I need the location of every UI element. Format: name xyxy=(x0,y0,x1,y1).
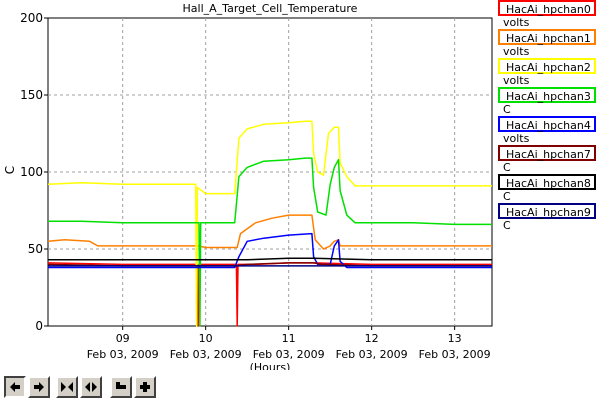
legend-series-name: HacAi_hpchan1 xyxy=(506,32,591,45)
series-line-HacAi_hpchan3 xyxy=(48,157,492,327)
scroll-right-button[interactable] xyxy=(28,376,50,398)
x-tick-hour-label: 13 xyxy=(448,332,462,345)
legend-swatch: HacAi_hpchan4 xyxy=(498,116,596,132)
plus-button[interactable] xyxy=(134,376,156,398)
legend-item[interactable]: HacAi_hpchan9 C xyxy=(498,203,600,232)
legend-series-unit: C xyxy=(503,103,511,116)
legend-item[interactable]: HacAi_hpchan3 C xyxy=(498,87,600,116)
scroll-left-button[interactable] xyxy=(4,376,26,398)
x-tick-date-label: Feb 03, 2009 xyxy=(336,348,408,361)
legend-series-name: HacAi_hpchan0 xyxy=(506,3,591,16)
legend-series-unit: volts xyxy=(503,16,530,29)
y-tick-label: 200 xyxy=(20,11,43,25)
y-tick-label: 100 xyxy=(20,165,43,179)
chart-svg: Hall_A_Target_Cell_Temperature C 0 50 100 1… xyxy=(3,2,493,370)
legend: HacAi_hpchan0 volts HacAi_hpchan1 volts HacA… xyxy=(498,0,600,232)
legend-series-unit: volts xyxy=(503,132,530,145)
legend-swatch: HacAi_hpchan1 xyxy=(498,29,596,45)
chart-area: Hall_A_Target_Cell_Temperature C 0 50 100 1… xyxy=(3,2,493,370)
legend-series-name: HacAi_hpchan2 xyxy=(506,61,591,74)
y-tick-label: 150 xyxy=(20,88,43,102)
arrow-right-icon xyxy=(34,382,44,392)
legend-item[interactable]: HacAi_hpchan7 C xyxy=(498,145,600,174)
x-tick-hour-label: 12 xyxy=(365,332,379,345)
legend-item[interactable]: HacAi_hpchan4 volts xyxy=(498,116,600,145)
x-tick-date-label: Feb 03, 2009 xyxy=(87,348,159,361)
minus-button[interactable] xyxy=(110,376,132,398)
x-tick-date-label: Feb 03, 2009 xyxy=(170,348,242,361)
series-line-HacAi_hpchan2 xyxy=(47,120,492,327)
legend-series-name: HacAi_hpchan7 xyxy=(506,148,591,161)
x-tick-date-label: Feb 03, 2009 xyxy=(253,348,325,361)
x-axis-ticks: 09 Feb 03, 2009 10 Feb 03, 2009 11 Feb 03, 20… xyxy=(87,326,491,361)
legend-series-unit: C xyxy=(503,219,511,232)
legend-series-unit: C xyxy=(503,161,511,174)
legend-series-unit: volts xyxy=(503,45,530,58)
legend-item[interactable]: HacAi_hpchan0 volts xyxy=(498,0,600,29)
y-axis-ticks: 0 50 100 150 200 xyxy=(20,11,48,333)
legend-item[interactable]: HacAi_hpchan8 C xyxy=(498,174,600,203)
zoom-in-arrows-icon xyxy=(61,382,73,392)
y-axis-label: C xyxy=(3,166,17,174)
zoom-out-time-button[interactable] xyxy=(80,376,102,398)
y-tick-label: 50 xyxy=(28,242,43,256)
zoom-out-arrows-icon xyxy=(85,382,97,392)
y-tick-label: 0 xyxy=(35,319,43,333)
legend-series-name: HacAi_hpchan4 xyxy=(506,119,591,132)
legend-series-name: HacAi_hpchan3 xyxy=(506,90,591,103)
toolbar xyxy=(0,374,600,400)
legend-item[interactable]: HacAi_hpchan2 volts xyxy=(498,58,600,87)
plus-icon xyxy=(140,382,150,392)
grid xyxy=(48,18,492,326)
x-tick-hour-label: 09 xyxy=(116,332,130,345)
x-tick-date-label: Feb 03, 2009 xyxy=(419,348,491,361)
legend-swatch: HacAi_hpchan0 xyxy=(498,0,596,16)
x-axis-label: (Hours) xyxy=(250,361,291,370)
legend-series-name: HacAi_hpchan9 xyxy=(506,206,591,219)
legend-swatch: HacAi_hpchan2 xyxy=(498,58,596,74)
legend-item[interactable]: HacAi_hpchan1 volts xyxy=(498,29,600,58)
legend-series-unit: volts xyxy=(503,74,530,87)
x-tick-hour-label: 11 xyxy=(282,332,296,345)
legend-swatch: HacAi_hpchan9 xyxy=(498,203,596,219)
legend-swatch: HacAi_hpchan3 xyxy=(498,87,596,103)
series-lines xyxy=(47,120,492,327)
x-tick-hour-label: 10 xyxy=(199,332,213,345)
legend-series-unit: C xyxy=(503,190,511,203)
series-line-HacAi_hpchan8 xyxy=(48,257,492,261)
minus-icon xyxy=(116,382,126,389)
legend-swatch: HacAi_hpchan8 xyxy=(498,174,596,190)
chart-title: Hall_A_Target_Cell_Temperature xyxy=(183,2,358,15)
arrow-left-icon xyxy=(10,382,20,392)
legend-series-name: HacAi_hpchan8 xyxy=(506,177,591,190)
legend-swatch: HacAi_hpchan7 xyxy=(498,145,596,161)
zoom-in-time-button[interactable] xyxy=(56,376,78,398)
series-line-HacAi_hpchan4 xyxy=(48,232,492,269)
